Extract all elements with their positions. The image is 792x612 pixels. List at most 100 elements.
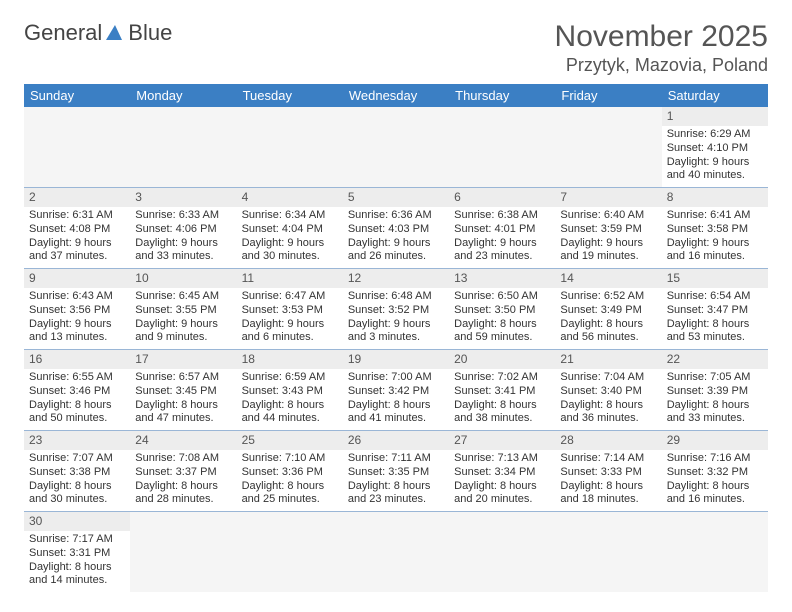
calendar-day: 6Sunrise: 6:38 AMSunset: 4:01 PMDaylight… [449,188,555,269]
sunset-text: Sunset: 4:10 PM [667,142,763,156]
sunrise-text: Sunrise: 6:50 AM [454,290,550,304]
day-number: 7 [555,188,661,207]
day-number: 21 [555,350,661,369]
day-number: 12 [343,269,449,288]
calendar-day: 19Sunrise: 7:00 AMSunset: 3:42 PMDayligh… [343,350,449,431]
logo-word2: Blue [128,20,172,46]
calendar-day: 1 Sunrise: 6:29 AMSunset: 4:10 PMDaylight… [662,107,768,188]
sunrise-text: Sunrise: 7:16 AM [667,452,763,466]
location: Przytyk, Mazovia, Poland [555,55,768,76]
day-number: 18 [237,350,343,369]
calendar-day: 26Sunrise: 7:11 AMSunset: 3:35 PMDayligh… [343,431,449,512]
calendar-day: 5Sunrise: 6:36 AMSunset: 4:03 PMDaylight… [343,188,449,269]
sunrise-text: Sunrise: 7:11 AM [348,452,444,466]
daylight-text: Daylight: 9 hours and 33 minutes. [135,237,231,265]
calendar-day: 22Sunrise: 7:05 AMSunset: 3:39 PMDayligh… [662,350,768,431]
sunset-text: Sunset: 3:50 PM [454,304,550,318]
weekday-header: Saturday [662,84,768,107]
sunset-text: Sunset: 3:49 PM [560,304,656,318]
calendar-day-empty [449,107,555,188]
daylight-text: Daylight: 8 hours and 56 minutes. [560,318,656,346]
daylight-text: Daylight: 8 hours and 50 minutes. [29,399,125,427]
daylight-text: Daylight: 8 hours and 20 minutes. [454,480,550,508]
day-number: 15 [662,269,768,288]
calendar-day: 20Sunrise: 7:02 AMSunset: 3:41 PMDayligh… [449,350,555,431]
sunrise-text: Sunrise: 6:41 AM [667,209,763,223]
sunset-text: Sunset: 3:32 PM [667,466,763,480]
sunrise-text: Sunrise: 6:33 AM [135,209,231,223]
sunrise-text: Sunrise: 6:59 AM [242,371,338,385]
sunset-text: Sunset: 3:33 PM [560,466,656,480]
daylight-text: Daylight: 9 hours and 19 minutes. [560,237,656,265]
daylight-text: Daylight: 9 hours and 37 minutes. [29,237,125,265]
day-number: 22 [662,350,768,369]
calendar-day: 24Sunrise: 7:08 AMSunset: 3:37 PMDayligh… [130,431,236,512]
header: General Blue November 2025 Przytyk, Mazo… [24,20,768,76]
day-number: 25 [237,431,343,450]
calendar-day: 16Sunrise: 6:55 AMSunset: 3:46 PMDayligh… [24,350,130,431]
daylight-text: Daylight: 9 hours and 40 minutes. [667,156,763,184]
day-number: 16 [24,350,130,369]
sunset-text: Sunset: 3:38 PM [29,466,125,480]
calendar-day-empty [343,512,449,593]
daylight-text: Daylight: 8 hours and 41 minutes. [348,399,444,427]
sunrise-text: Sunrise: 7:02 AM [454,371,550,385]
daylight-text: Daylight: 8 hours and 33 minutes. [667,399,763,427]
sunset-text: Sunset: 3:58 PM [667,223,763,237]
sunrise-text: Sunrise: 6:38 AM [454,209,550,223]
sunset-text: Sunset: 3:59 PM [560,223,656,237]
calendar-day-empty [237,107,343,188]
sunset-text: Sunset: 4:04 PM [242,223,338,237]
day-number: 6 [449,188,555,207]
daylight-text: Daylight: 9 hours and 13 minutes. [29,318,125,346]
day-number: 8 [662,188,768,207]
calendar-day-empty [555,512,661,593]
day-number: 10 [130,269,236,288]
day-number: 23 [24,431,130,450]
sunrise-text: Sunrise: 6:31 AM [29,209,125,223]
calendar-day: 29Sunrise: 7:16 AMSunset: 3:32 PMDayligh… [662,431,768,512]
daylight-text: Daylight: 9 hours and 6 minutes. [242,318,338,346]
day-number: 1 [662,107,768,126]
day-number: 3 [130,188,236,207]
sunrise-text: Sunrise: 7:10 AM [242,452,338,466]
calendar-day: 18Sunrise: 6:59 AMSunset: 3:43 PMDayligh… [237,350,343,431]
sunset-text: Sunset: 3:55 PM [135,304,231,318]
sunset-text: Sunset: 3:41 PM [454,385,550,399]
month-title: November 2025 [555,20,768,53]
sunrise-text: Sunrise: 6:40 AM [560,209,656,223]
calendar-day: 13Sunrise: 6:50 AMSunset: 3:50 PMDayligh… [449,269,555,350]
calendar-day: 30Sunrise: 7:17 AMSunset: 3:31 PMDayligh… [24,512,130,593]
calendar-day: 25Sunrise: 7:10 AMSunset: 3:36 PMDayligh… [237,431,343,512]
calendar-day: 8Sunrise: 6:41 AMSunset: 3:58 PMDaylight… [662,188,768,269]
calendar-day-empty [343,107,449,188]
daylight-text: Daylight: 8 hours and 18 minutes. [560,480,656,508]
sunset-text: Sunset: 3:52 PM [348,304,444,318]
calendar-day-empty [662,512,768,593]
daylight-text: Daylight: 8 hours and 14 minutes. [29,561,125,589]
weekday-header: Sunday [24,84,130,107]
daylight-text: Daylight: 8 hours and 59 minutes. [454,318,550,346]
calendar-day: 17Sunrise: 6:57 AMSunset: 3:45 PMDayligh… [130,350,236,431]
daylight-text: Daylight: 8 hours and 25 minutes. [242,480,338,508]
calendar-day: 11Sunrise: 6:47 AMSunset: 3:53 PMDayligh… [237,269,343,350]
daylight-text: Daylight: 8 hours and 47 minutes. [135,399,231,427]
day-number: 9 [24,269,130,288]
calendar-day-empty [237,512,343,593]
sunset-text: Sunset: 3:42 PM [348,385,444,399]
day-number: 14 [555,269,661,288]
calendar-day-empty [24,107,130,188]
calendar-week: 30Sunrise: 7:17 AMSunset: 3:31 PMDayligh… [24,512,768,593]
day-number: 26 [343,431,449,450]
daylight-text: Daylight: 8 hours and 28 minutes. [135,480,231,508]
sunrise-text: Sunrise: 7:07 AM [29,452,125,466]
daylight-text: Daylight: 8 hours and 38 minutes. [454,399,550,427]
sunrise-text: Sunrise: 6:43 AM [29,290,125,304]
sunrise-text: Sunrise: 6:29 AM [667,128,763,142]
title-block: November 2025 Przytyk, Mazovia, Poland [555,20,768,76]
sunrise-text: Sunrise: 7:14 AM [560,452,656,466]
calendar-day: 23Sunrise: 7:07 AMSunset: 3:38 PMDayligh… [24,431,130,512]
calendar-day: 14Sunrise: 6:52 AMSunset: 3:49 PMDayligh… [555,269,661,350]
sunrise-text: Sunrise: 6:55 AM [29,371,125,385]
logo-sail-icon [104,22,126,44]
